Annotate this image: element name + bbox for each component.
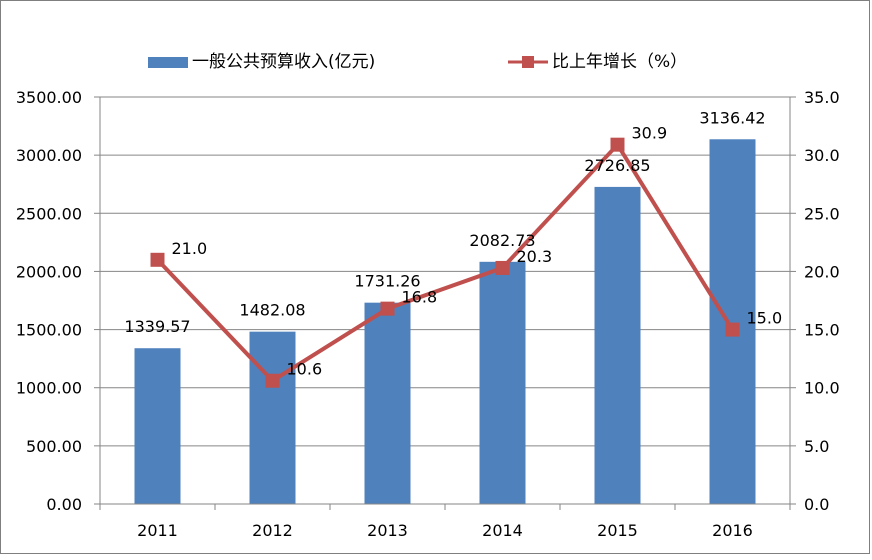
bar-data-label: 1731.26 — [354, 272, 420, 291]
line-data-label: 21.0 — [172, 239, 208, 258]
bar-data-label: 1482.08 — [239, 301, 305, 320]
y-right-tick-label: 10.0 — [804, 379, 840, 398]
x-tick-label: 2013 — [367, 521, 408, 540]
line-data-label: 10.6 — [287, 360, 323, 379]
y-right-tick-label: 35.0 — [804, 88, 840, 107]
bar — [249, 331, 296, 504]
y-left-tick-label: 1000.00 — [16, 379, 82, 398]
x-tick-label: 2016 — [712, 521, 753, 540]
y-left-tick-label: 1500.00 — [16, 321, 82, 340]
y-left-tick-label: 0.00 — [46, 495, 82, 514]
bar-data-label: 2082.73 — [469, 231, 535, 250]
legend-bar-label: 一般公共预算收入(亿元) — [192, 52, 375, 72]
bar — [594, 186, 641, 504]
legend-line-marker — [522, 56, 534, 68]
data-labels: 1339.57 1482.08 1731.26 2082.73 2726.85 3136.… — [124, 108, 782, 378]
y-left-tick-label: 2500.00 — [16, 204, 82, 223]
bar — [134, 348, 181, 504]
line-data-label: 16.8 — [402, 288, 438, 307]
y-left-tick-label: 3000.00 — [16, 146, 82, 165]
line-data-label: 20.3 — [517, 247, 553, 266]
y-right-tick-label: 25.0 — [804, 204, 840, 223]
y-right-tick-label: 0.0 — [804, 495, 829, 514]
bar-data-label: 3136.42 — [699, 108, 765, 127]
x-tick-label: 2014 — [482, 521, 523, 540]
x-tick-label: 2011 — [137, 521, 178, 540]
line-marker — [265, 373, 280, 388]
line-marker — [495, 260, 510, 275]
x-tick-label: 2015 — [597, 521, 638, 540]
bar — [479, 261, 526, 504]
line-series — [150, 137, 740, 388]
line-marker — [725, 322, 740, 337]
legend-line-label: 比上年增长（%） — [552, 52, 687, 72]
bar-data-label: 2726.85 — [584, 156, 650, 175]
axes: 0.00 0.0 500.00 5.0 1000.00 10.0 1500.00 15.0 20… — [16, 88, 840, 540]
y-left-tick-label: 3500.00 — [16, 88, 82, 107]
bar-data-label: 1339.57 — [124, 317, 190, 336]
x-tick-label: 2012 — [252, 521, 293, 540]
bar-series — [134, 139, 756, 504]
y-right-tick-label: 15.0 — [804, 321, 840, 340]
legend-bar-swatch — [148, 57, 188, 68]
gridlines — [100, 96, 790, 447]
growth-line — [156, 142, 735, 383]
line-marker — [610, 137, 625, 152]
bar — [709, 139, 756, 504]
line-marker — [150, 252, 165, 267]
y-left-tick-label: 500.00 — [26, 437, 82, 456]
y-right-tick-label: 5.0 — [804, 437, 829, 456]
bar — [364, 302, 411, 504]
line-data-label: 30.9 — [632, 124, 668, 143]
y-right-tick-label: 20.0 — [804, 262, 840, 281]
line-data-label: 15.0 — [747, 309, 783, 328]
y-right-tick-label: 30.0 — [804, 146, 840, 165]
legend: 一般公共预算收入(亿元) 比上年增长（%） — [148, 52, 687, 72]
line-marker — [380, 301, 395, 316]
y-left-tick-label: 2000.00 — [16, 262, 82, 281]
